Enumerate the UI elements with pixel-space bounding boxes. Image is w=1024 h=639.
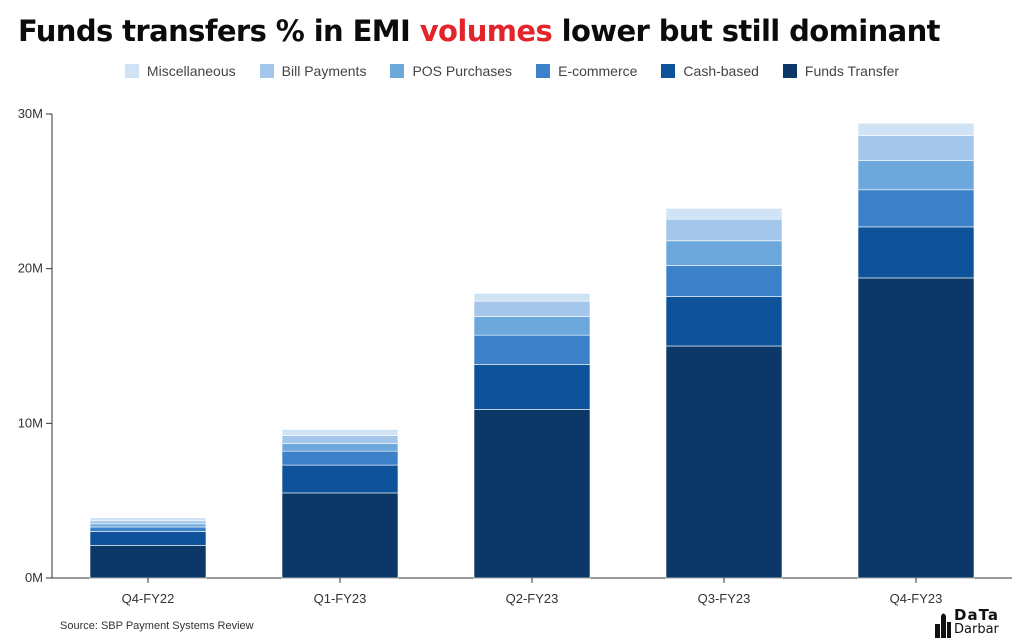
bar-segment-cash-based (665, 296, 783, 347)
x-tick-label: Q4-FY22 (122, 591, 175, 606)
legend-swatch (390, 64, 405, 78)
bar-segment-bill-payments (473, 300, 591, 317)
bar-segment-pos-purchases (281, 443, 399, 452)
y-tick-label: 10M (18, 415, 43, 430)
legend-swatch (259, 64, 274, 78)
bar-segment-funds-transfer (857, 277, 975, 579)
bar-segment-e-commerce (857, 189, 975, 228)
bar-segment-bill-payments (665, 218, 783, 242)
title-part-1: Funds transfers % in EMI (18, 14, 420, 48)
legend-item: Cash-based (661, 63, 759, 79)
legend-label: Funds Transfer (804, 63, 900, 79)
legend-swatch (124, 64, 139, 78)
bar-segment-pos-purchases (857, 160, 975, 191)
title-highlight: volumes (419, 14, 553, 48)
bar-segment-miscellaneous (665, 208, 783, 220)
bar-segment-pos-purchases (89, 523, 207, 528)
bar-segment-bill-payments (89, 520, 207, 525)
legend-label: E-commerce (558, 63, 638, 79)
bar-segment-miscellaneous (281, 429, 399, 437)
bar-segment-bill-payments (281, 435, 399, 444)
logo-text-top: DaTa (954, 606, 999, 624)
bar-segment-cash-based (473, 364, 591, 410)
y-tick-label: 20M (18, 261, 43, 276)
bar-segment-e-commerce (473, 334, 591, 365)
bar-segment-e-commerce (89, 526, 207, 532)
legend-label: Miscellaneous (146, 63, 236, 79)
bar-segment-cash-based (281, 464, 399, 494)
legend-item: POS Purchases (390, 63, 512, 79)
bar-segment-e-commerce (281, 450, 399, 466)
datadarbar-logo: DaTa Darbar (934, 606, 1004, 638)
x-tick-label: Q4-FY23 (890, 591, 943, 606)
legend-label: Bill Payments (281, 63, 367, 79)
chart-title: Funds transfers % in EMI volumes lower b… (18, 14, 941, 48)
bar-segment-funds-transfer (665, 345, 783, 579)
bar-segment-bill-payments (857, 135, 975, 161)
bar-segment-funds-transfer (473, 409, 591, 579)
legend-item: Bill Payments (259, 63, 367, 79)
legend-item: E-commerce (536, 63, 637, 79)
bar-segment-funds-transfer (281, 492, 399, 579)
bar-segment-cash-based (89, 531, 207, 546)
legend-swatch (782, 64, 797, 78)
legend-item: Miscellaneous (124, 63, 236, 79)
legend-item: Funds Transfer (782, 63, 900, 79)
bar-segment-miscellaneous (857, 122, 975, 136)
legend-swatch (536, 64, 551, 78)
bar-segment-pos-purchases (473, 316, 591, 336)
bar-segment-funds-transfer (89, 545, 207, 579)
bar-segment-pos-purchases (665, 240, 783, 266)
x-tick-label: Q1-FY23 (314, 591, 367, 606)
bar-segment-miscellaneous (473, 293, 591, 302)
legend-label: POS Purchases (412, 63, 513, 79)
chart-legend: Miscellaneous Bill Payments POS Purchases E… (0, 63, 1024, 79)
legend-label: Cash-based (683, 63, 759, 79)
bar-segment-e-commerce (665, 265, 783, 297)
legend-swatch (661, 64, 676, 78)
title-part-2: lower but still dominant (552, 14, 941, 48)
x-tick-label: Q3-FY23 (698, 591, 751, 606)
logo-text-bottom: Darbar (954, 622, 999, 637)
bar-segment-miscellaneous (89, 517, 207, 522)
x-tick-label: Q2-FY23 (506, 591, 559, 606)
y-tick-label: 0M (25, 570, 43, 585)
bar-segment-cash-based (857, 226, 975, 279)
building-icon (935, 613, 951, 638)
y-tick-label: 30M (18, 106, 43, 121)
source-note: Source: SBP Payment Systems Review (60, 620, 254, 632)
